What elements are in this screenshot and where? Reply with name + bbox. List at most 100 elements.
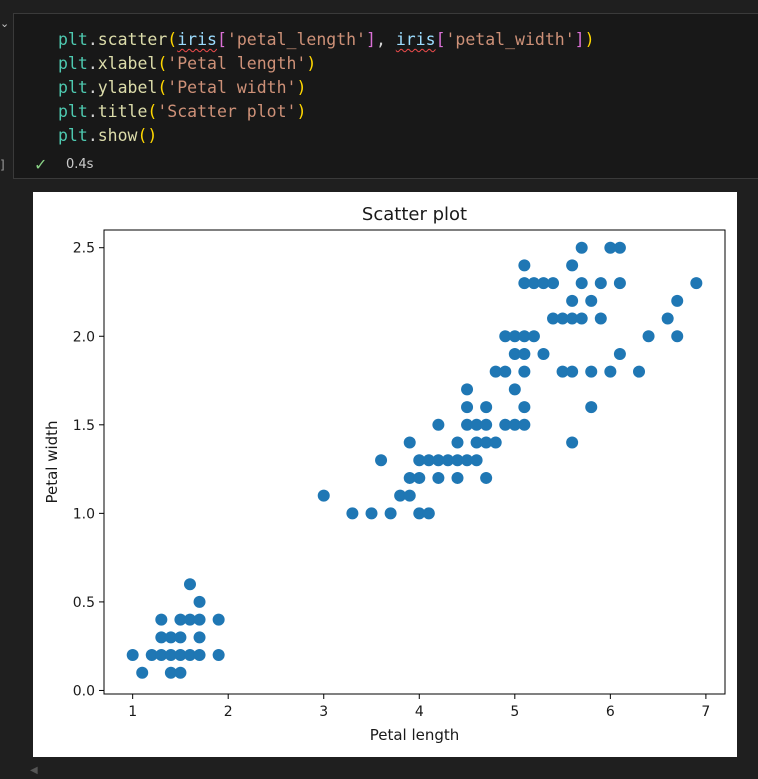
scatter-point (317, 489, 330, 502)
scatter-point (489, 436, 502, 449)
scatter-point (193, 631, 206, 644)
scatter-point (174, 649, 187, 662)
scatter-point (518, 418, 531, 431)
scatter-point (518, 401, 531, 414)
y-tick-label: 0.5 (73, 595, 95, 611)
scatter-point (527, 277, 540, 290)
scatter-point (671, 330, 684, 343)
code-token: iris (177, 30, 217, 49)
scatter-point (384, 507, 397, 520)
scatter-point (126, 649, 139, 662)
scatter-chart: 1 2 3 4 5 6 7 0.0 0.5 1.0 1.5 2.0 2.5 Scatter plot Pet… (43, 204, 726, 744)
scatter-point (174, 631, 187, 644)
scatter-point (193, 649, 206, 662)
scatter-point (508, 347, 521, 360)
scatter-point (604, 241, 617, 254)
scatter-point (470, 436, 483, 449)
scatter-point (174, 666, 187, 679)
scatter-point (547, 312, 560, 325)
collapse-cell-icon[interactable]: ⌄ (0, 17, 10, 30)
scatter-point (422, 454, 435, 467)
scatter-point (403, 489, 416, 502)
scatter-point (518, 259, 531, 272)
code-token: . (87, 126, 98, 145)
scatter-point (575, 277, 588, 290)
code-token: [ (216, 30, 227, 49)
code-token: ) (296, 102, 307, 121)
scatter-point (499, 330, 512, 343)
code-token: plt (58, 126, 88, 145)
scatter-point (365, 507, 378, 520)
code-editor[interactable]: plt.scatter(iris['petal_length'], iris['… (58, 28, 595, 148)
scatter-point (527, 330, 540, 343)
execution-time: 0.4s (66, 157, 94, 172)
scatter-point (480, 401, 493, 414)
scatter-point (403, 471, 416, 484)
code-token: ylabel (97, 78, 158, 97)
scatter-point (604, 365, 617, 378)
code-token: . (87, 54, 98, 73)
code-cell[interactable]: plt.scatter(iris['petal_length'], iris['… (13, 13, 758, 179)
scatter-point (461, 401, 474, 414)
scatter-point (518, 277, 531, 290)
scatter-point (394, 489, 407, 502)
code-token: . (87, 30, 98, 49)
scatter-point (594, 277, 607, 290)
scatter-point (613, 277, 626, 290)
scroll-left-arrow-icon[interactable]: ◀ (30, 765, 38, 776)
scatter-point (451, 454, 464, 467)
scatter-point (547, 277, 560, 290)
scatter-point (422, 507, 435, 520)
y-tick-label: 2.0 (73, 329, 95, 345)
y-tick-label: 1.5 (73, 418, 95, 434)
code-line: plt.ylabel('Petal width') (58, 76, 595, 100)
code-token: 'petal_length' (226, 30, 366, 49)
x-tick-label: 1 (128, 704, 137, 720)
code-token: 'Petal length' (167, 54, 307, 73)
scatter-point (155, 649, 168, 662)
scatter-point (193, 595, 206, 608)
scatter-point (575, 312, 588, 325)
scatter-point (432, 418, 445, 431)
x-tick-label: 4 (415, 704, 424, 720)
scatter-point (432, 471, 445, 484)
code-token: . (87, 102, 98, 121)
code-token: [ (435, 30, 446, 49)
x-tick-label: 2 (224, 704, 233, 720)
scatter-point (413, 471, 426, 484)
x-axis-label: Petal length (370, 726, 460, 744)
scatter-point (155, 613, 168, 626)
scatter-point (346, 507, 359, 520)
cell-output: 1 2 3 4 5 6 7 0.0 0.5 1.0 1.5 2.0 2.5 Scatter plot Pet… (33, 192, 737, 757)
scatter-point (508, 418, 521, 431)
scatter-point (518, 330, 531, 343)
y-tick-label: 1.0 (73, 506, 95, 522)
x-tick-label: 7 (701, 704, 710, 720)
code-token: plt (58, 78, 88, 97)
check-icon: ✓ (34, 155, 48, 174)
code-token: ) (296, 78, 307, 97)
scatter-point (594, 312, 607, 325)
scatter-point (537, 347, 550, 360)
scatter-point (566, 436, 579, 449)
scatter-point (489, 365, 502, 378)
code-token: title (97, 102, 148, 121)
scatter-point (537, 277, 550, 290)
execution-count: ] (0, 158, 5, 172)
scatter-point (174, 613, 187, 626)
scatter-point (413, 454, 426, 467)
scatter-point (183, 613, 196, 626)
code-token: ] (574, 30, 585, 49)
scatter-point (164, 649, 177, 662)
code-token: plt (58, 102, 88, 121)
code-token: ( (157, 54, 168, 73)
code-token: () (137, 126, 158, 145)
scatter-point (193, 613, 206, 626)
x-tick-label: 5 (510, 704, 519, 720)
code-line: plt.xlabel('Petal length') (58, 52, 595, 76)
y-axis-label: Petal width (43, 420, 61, 503)
code-token: plt (58, 54, 88, 73)
x-tick-label: 6 (606, 704, 615, 720)
scatter-point (136, 666, 149, 679)
scatter-point (499, 418, 512, 431)
